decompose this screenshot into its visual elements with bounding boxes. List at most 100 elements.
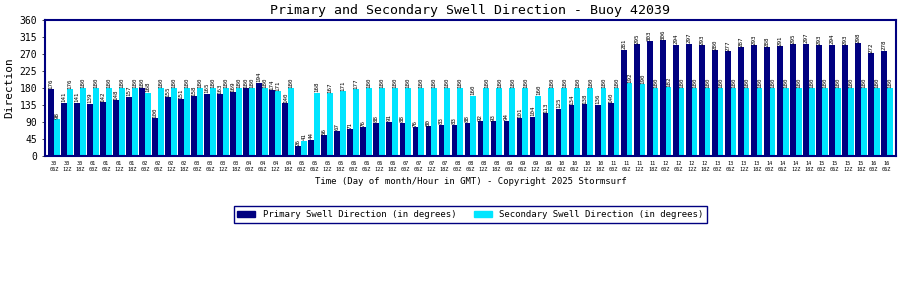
Bar <box>509 88 516 156</box>
Text: 180: 180 <box>835 77 840 88</box>
Text: 180: 180 <box>140 77 145 88</box>
Text: 272: 272 <box>868 42 873 53</box>
Text: 180: 180 <box>80 77 86 88</box>
Text: 157: 157 <box>127 86 131 96</box>
Text: 171: 171 <box>275 80 281 91</box>
Bar <box>412 128 418 156</box>
Text: 160: 160 <box>471 85 476 95</box>
Text: 180: 180 <box>705 77 710 88</box>
Bar <box>569 105 574 156</box>
Text: 180: 180 <box>418 77 424 88</box>
Bar <box>464 123 471 156</box>
Text: 180: 180 <box>367 77 372 88</box>
Bar <box>211 88 216 156</box>
Text: 180: 180 <box>432 77 436 88</box>
Bar <box>555 109 562 156</box>
Text: 174: 174 <box>270 80 274 90</box>
Text: 88: 88 <box>374 116 379 122</box>
Bar <box>790 44 796 156</box>
Bar <box>184 88 190 156</box>
Text: 41: 41 <box>302 133 307 140</box>
Bar <box>860 88 867 156</box>
Bar <box>614 88 619 156</box>
Text: 180: 180 <box>575 77 580 88</box>
Text: 180: 180 <box>718 77 723 88</box>
Bar <box>608 103 614 156</box>
Bar <box>652 88 659 156</box>
Bar <box>405 88 411 156</box>
Bar <box>438 125 445 156</box>
Bar <box>698 45 705 156</box>
Text: 180: 180 <box>458 77 463 88</box>
Bar <box>743 88 750 156</box>
Bar <box>834 88 841 156</box>
Text: 180: 180 <box>549 77 554 88</box>
Text: 180: 180 <box>848 77 853 88</box>
Bar <box>777 46 783 156</box>
Text: 182: 182 <box>666 76 671 87</box>
Bar <box>691 88 698 156</box>
Bar <box>757 88 762 156</box>
Bar <box>347 129 354 156</box>
Text: 83: 83 <box>452 117 457 124</box>
Text: 180: 180 <box>653 77 658 88</box>
Text: 141: 141 <box>62 92 67 102</box>
Text: 180: 180 <box>731 77 736 88</box>
Text: 180: 180 <box>132 77 138 88</box>
Bar <box>764 47 770 156</box>
Bar <box>361 128 366 156</box>
Bar <box>581 104 588 156</box>
Bar <box>418 88 424 156</box>
Text: 293: 293 <box>842 34 847 45</box>
Text: 26: 26 <box>296 139 301 146</box>
Text: 294: 294 <box>673 34 678 44</box>
Text: 104: 104 <box>530 106 535 116</box>
Text: 180: 180 <box>223 77 229 88</box>
Bar <box>855 43 860 156</box>
Bar <box>166 98 171 156</box>
Bar <box>256 83 262 156</box>
Bar <box>275 92 281 156</box>
Bar <box>309 140 314 156</box>
Bar <box>803 44 809 156</box>
Text: 180: 180 <box>601 77 606 88</box>
Text: 180: 180 <box>237 77 242 88</box>
Bar <box>478 121 483 156</box>
Text: 180: 180 <box>484 77 489 88</box>
Bar <box>204 94 211 156</box>
Text: 180: 180 <box>249 77 255 88</box>
Bar <box>562 88 567 156</box>
Text: 163: 163 <box>218 83 223 94</box>
Text: 76: 76 <box>413 120 418 127</box>
Text: 177: 177 <box>354 78 359 89</box>
Y-axis label: Direction: Direction <box>4 58 14 118</box>
Bar <box>236 88 242 156</box>
Text: 176: 176 <box>68 79 73 89</box>
Bar <box>302 141 307 156</box>
Bar <box>874 88 879 156</box>
Bar <box>491 121 497 156</box>
Bar <box>529 117 535 156</box>
Bar <box>600 88 607 156</box>
Bar <box>145 92 151 156</box>
Text: 180: 180 <box>757 77 762 88</box>
Bar <box>340 92 346 156</box>
Bar <box>288 88 294 156</box>
Bar <box>87 103 93 156</box>
Text: 295: 295 <box>634 34 639 44</box>
Text: 180: 180 <box>874 77 879 88</box>
Bar <box>335 131 340 156</box>
Text: 180: 180 <box>822 77 827 88</box>
Text: 303: 303 <box>647 31 652 41</box>
Bar <box>517 118 522 156</box>
Text: 293: 293 <box>699 34 704 45</box>
Bar <box>269 90 275 156</box>
Text: 288: 288 <box>764 36 770 46</box>
Text: 180: 180 <box>445 77 450 88</box>
Text: 180: 180 <box>614 77 619 88</box>
Text: 134: 134 <box>569 94 574 105</box>
Bar <box>886 88 893 156</box>
Text: 44: 44 <box>309 132 314 139</box>
Bar <box>178 99 184 156</box>
Text: 155: 155 <box>166 87 171 97</box>
